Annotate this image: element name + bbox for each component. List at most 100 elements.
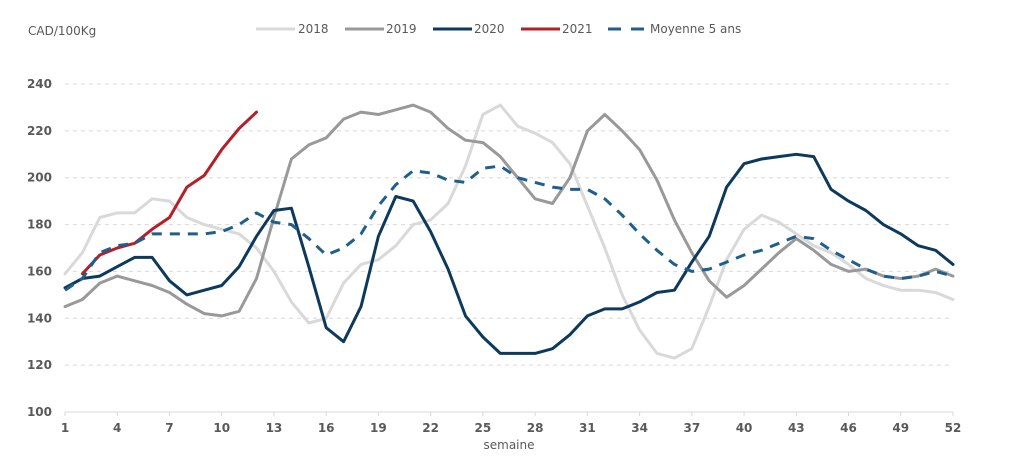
data-point bbox=[656, 352, 659, 355]
x-tick-label: 34 bbox=[631, 421, 648, 435]
data-point bbox=[551, 141, 554, 144]
data-point bbox=[499, 104, 502, 107]
x-tick-label: 4 bbox=[113, 421, 121, 435]
data-point bbox=[690, 251, 693, 254]
data-point bbox=[725, 186, 728, 189]
data-point bbox=[481, 113, 484, 116]
data-point bbox=[272, 270, 275, 273]
data-point bbox=[481, 167, 484, 170]
x-axis-label: semaine bbox=[484, 438, 535, 452]
data-point bbox=[447, 202, 450, 205]
data-point bbox=[864, 277, 867, 280]
data-point bbox=[847, 200, 850, 203]
data-point bbox=[847, 263, 850, 266]
data-point bbox=[290, 157, 293, 160]
legend-item-2021: 2021 bbox=[521, 22, 593, 36]
data-point bbox=[220, 148, 223, 151]
data-point bbox=[394, 244, 397, 247]
x-tick-label: 43 bbox=[788, 421, 805, 435]
data-point bbox=[551, 186, 554, 189]
data-point bbox=[534, 132, 537, 135]
series-lines bbox=[63, 103, 955, 360]
data-point bbox=[743, 284, 746, 287]
data-point bbox=[830, 263, 833, 266]
data-point bbox=[412, 169, 415, 172]
data-point bbox=[882, 284, 885, 287]
x-tick-label: 49 bbox=[892, 421, 909, 435]
data-point bbox=[760, 268, 763, 271]
x-tick-label: 1 bbox=[61, 421, 69, 435]
x-tick-label: 28 bbox=[527, 421, 544, 435]
y-tick-label: 220 bbox=[27, 124, 52, 138]
data-point bbox=[934, 270, 937, 273]
data-point bbox=[377, 235, 380, 238]
data-point bbox=[743, 254, 746, 257]
data-point bbox=[255, 111, 258, 114]
data-point bbox=[429, 230, 432, 233]
data-point bbox=[394, 108, 397, 111]
data-point bbox=[203, 223, 206, 226]
data-point bbox=[656, 291, 659, 294]
legend-item-moyenne-5-ans: Moyenne 5 ans bbox=[608, 22, 741, 36]
y-tick-label: 180 bbox=[27, 218, 52, 232]
legend-label: 2021 bbox=[562, 22, 593, 36]
series-line-2018 bbox=[63, 103, 955, 360]
data-point bbox=[464, 139, 467, 142]
data-point bbox=[586, 204, 589, 207]
data-point bbox=[64, 272, 67, 275]
data-point bbox=[203, 174, 206, 177]
data-point bbox=[812, 249, 815, 252]
data-point bbox=[98, 282, 101, 285]
series-line-2019 bbox=[63, 103, 955, 318]
data-point bbox=[360, 305, 363, 308]
data-point bbox=[847, 258, 850, 261]
data-point bbox=[394, 183, 397, 186]
data-point bbox=[203, 232, 206, 235]
data-point bbox=[777, 251, 780, 254]
data-point bbox=[568, 188, 571, 191]
data-point bbox=[255, 247, 258, 250]
data-point bbox=[568, 162, 571, 165]
data-point bbox=[116, 275, 119, 278]
data-point bbox=[342, 340, 345, 343]
x-tick-label: 37 bbox=[683, 421, 700, 435]
data-point bbox=[690, 347, 693, 350]
data-point bbox=[81, 298, 84, 301]
data-point bbox=[220, 314, 223, 317]
data-point bbox=[168, 232, 171, 235]
data-point bbox=[220, 284, 223, 287]
data-point bbox=[272, 221, 275, 224]
data-point bbox=[812, 244, 815, 247]
data-point bbox=[255, 235, 258, 238]
data-point bbox=[447, 268, 450, 271]
data-point bbox=[133, 279, 136, 282]
y-tick-label: 240 bbox=[27, 77, 52, 91]
data-point bbox=[412, 104, 415, 107]
data-point bbox=[952, 298, 955, 301]
data-point bbox=[534, 181, 537, 184]
data-point bbox=[342, 247, 345, 250]
data-point bbox=[847, 270, 850, 273]
data-point bbox=[185, 232, 188, 235]
data-point bbox=[220, 230, 223, 233]
data-point bbox=[64, 289, 67, 292]
data-point bbox=[656, 179, 659, 182]
data-point bbox=[116, 265, 119, 268]
data-point bbox=[412, 200, 415, 203]
data-point bbox=[551, 202, 554, 205]
y-axis-ticks: 100 120 140 160 180 200 220 240 bbox=[27, 77, 52, 419]
data-point bbox=[499, 155, 502, 158]
data-point bbox=[429, 218, 432, 221]
data-point bbox=[795, 153, 798, 156]
data-point bbox=[743, 228, 746, 231]
data-point bbox=[586, 188, 589, 191]
data-point bbox=[168, 279, 171, 282]
data-point bbox=[325, 326, 328, 329]
legend-label: 2018 bbox=[298, 22, 329, 36]
data-point bbox=[568, 176, 571, 179]
data-point bbox=[917, 289, 920, 292]
data-point bbox=[690, 270, 693, 273]
data-point bbox=[917, 244, 920, 247]
data-point bbox=[185, 186, 188, 189]
data-point bbox=[673, 289, 676, 292]
